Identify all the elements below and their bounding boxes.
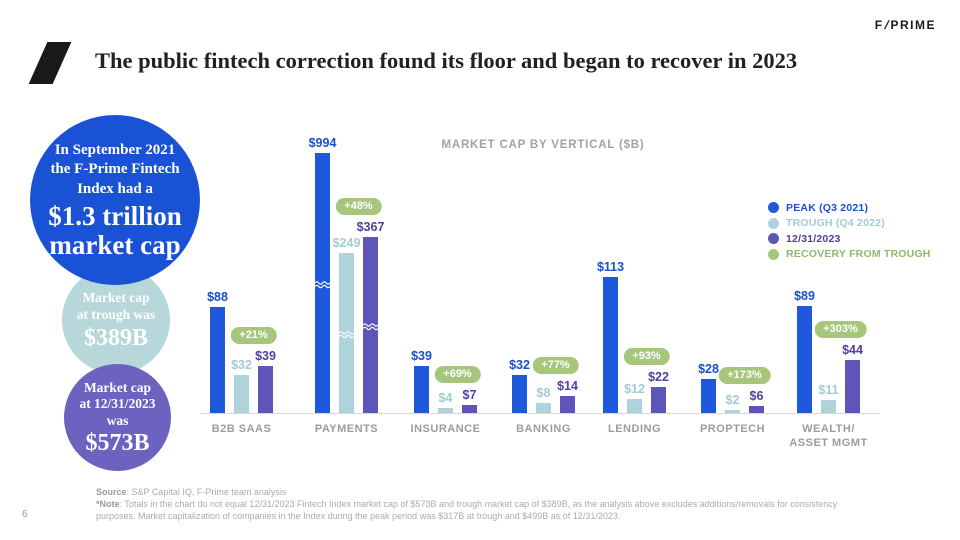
category-label: PAYMENTS <box>314 423 379 435</box>
legend-label: RECOVERY FROM TROUGH <box>786 248 931 261</box>
source-label: Source <box>96 487 127 497</box>
bar-lending-series-2 <box>651 387 666 413</box>
legend-item: PEAK (Q3 2021) <box>768 200 931 216</box>
bar-insurance-series-1 <box>438 408 453 413</box>
bar-value-label: $11 <box>818 383 839 397</box>
logo-prime: PRIME <box>890 18 936 32</box>
bar-value-label: $32 <box>231 358 252 372</box>
note-line: *Note: Totals in the chart do not equal … <box>96 498 866 522</box>
callout-peak-value: $1.3 trillion market cap <box>48 201 182 260</box>
fprime-logo: F/PRIME <box>875 18 936 32</box>
recovery-pill: +93% <box>623 348 670 365</box>
legend-dot-icon <box>768 217 779 229</box>
bar-value-label: $32 <box>509 358 530 372</box>
legend-label: TROUGH (Q4 2022) <box>786 217 885 230</box>
bar-value-label: $113 <box>596 260 625 274</box>
callout-peak-circle: In September 2021 the F-Prime Fintech In… <box>30 115 200 285</box>
legend-item: 12/31/2023 <box>768 231 931 247</box>
note-label: *Note <box>96 499 120 509</box>
bar-insurance-series-2 <box>462 405 477 413</box>
category-label: PROPTECH <box>699 423 766 435</box>
title-slash-icon <box>28 42 72 84</box>
legend-dot-icon <box>768 248 779 260</box>
bar-value-label: $22 <box>648 370 669 384</box>
legend-label: PEAK (Q3 2021) <box>786 201 869 214</box>
bar-wealth-asset-mgmt-series-2 <box>845 360 860 413</box>
logo-f: F <box>874 18 884 32</box>
recovery-pill: +77% <box>532 357 579 374</box>
category-label: INSURANCE <box>410 423 481 435</box>
recovery-pill: +48% <box>335 198 382 215</box>
bar-wealth-asset-mgmt-series-0 <box>797 306 812 413</box>
bar-value-label: $8 <box>536 386 551 400</box>
bar-payments-series-0 <box>315 153 330 413</box>
x-axis-baseline <box>200 413 880 414</box>
bar-value-label: $2 <box>725 393 740 407</box>
bar-proptech-series-1 <box>725 410 740 413</box>
recovery-pill: +21% <box>230 327 277 344</box>
callout-trough-value: $389B <box>83 324 148 351</box>
bar-lending-series-0 <box>603 277 618 413</box>
bar-b2b-saas-series-1 <box>234 375 249 413</box>
bar-proptech-series-2 <box>749 406 764 413</box>
callout-trough-circle: Market cap at trough was $389B <box>62 266 170 374</box>
bar-value-label: $89 <box>794 289 815 303</box>
bar-banking-series-1 <box>536 403 551 413</box>
category-label: LENDING <box>608 423 661 435</box>
bar-value-label: $367 <box>356 220 385 234</box>
bar-value-label: $994 <box>308 136 337 150</box>
bar-value-label: $88 <box>207 290 228 304</box>
callout-current-value: $573B <box>85 429 150 456</box>
bar-value-label: $39 <box>255 349 276 363</box>
legend-item: RECOVERY FROM TROUGH <box>768 247 931 263</box>
bar-b2b-saas-series-0 <box>210 307 225 413</box>
recovery-pill: +69% <box>434 366 481 383</box>
bar-b2b-saas-series-2 <box>258 366 273 413</box>
legend-dot-icon <box>768 202 779 214</box>
recovery-pill: +303% <box>814 321 867 338</box>
bar-proptech-series-0 <box>701 379 716 413</box>
bar-value-label: $7 <box>462 388 477 402</box>
legend-label: 12/31/2023 <box>786 232 841 245</box>
bar-wealth-asset-mgmt-series-1 <box>821 400 836 413</box>
callout-current-circle: Market cap at 12/31/2023 was $573B <box>64 364 171 471</box>
bar-payments-series-1 <box>339 253 354 413</box>
bar-value-label: $6 <box>749 389 764 403</box>
bar-value-label: $39 <box>411 349 432 363</box>
callout-current-text: Market cap at 12/31/2023 was <box>79 380 156 428</box>
bar-banking-series-2 <box>560 396 575 413</box>
note-text: : Totals in the chart do not equal 12/31… <box>96 499 838 521</box>
callout-peak-text: In September 2021 the F-Prime Fintech In… <box>50 141 180 197</box>
legend-item: TROUGH (Q4 2022) <box>768 216 931 232</box>
page-title: The public fintech correction found its … <box>95 48 798 73</box>
chart-legend: PEAK (Q3 2021) TROUGH (Q4 2022) 12/31/2023… <box>768 200 931 262</box>
callout-trough-text: Market cap at trough was <box>76 290 156 322</box>
bar-insurance-series-0 <box>414 366 429 413</box>
source-line: Source: S&P Capital IQ, F-Prime team ana… <box>96 486 866 498</box>
recovery-pill: +173% <box>718 367 771 384</box>
bar-value-label: $14 <box>557 379 578 393</box>
chart-title: MARKET CAP BY VERTICAL ($B) <box>441 139 645 151</box>
source-text: : S&P Capital IQ, F-Prime team analysis <box>126 487 287 497</box>
bar-value-label: $28 <box>698 362 719 376</box>
bar-value-label: $12 <box>624 382 645 396</box>
bar-payments-series-2 <box>363 237 378 413</box>
legend-dot-icon <box>768 233 779 245</box>
category-label: B2B SAAS <box>211 423 272 435</box>
bar-lending-series-1 <box>627 399 642 413</box>
category-label: BANKING <box>516 423 571 435</box>
bar-value-label: $44 <box>842 343 863 357</box>
bar-value-label: $249 <box>332 236 361 250</box>
page-number: 6 <box>22 509 28 520</box>
bar-banking-series-0 <box>512 375 527 413</box>
footer-notes: Source: S&P Capital IQ, F-Prime team ana… <box>96 486 866 522</box>
category-label: WEALTH/ ASSET MGMT <box>789 423 868 449</box>
bar-value-label: $4 <box>438 391 453 405</box>
